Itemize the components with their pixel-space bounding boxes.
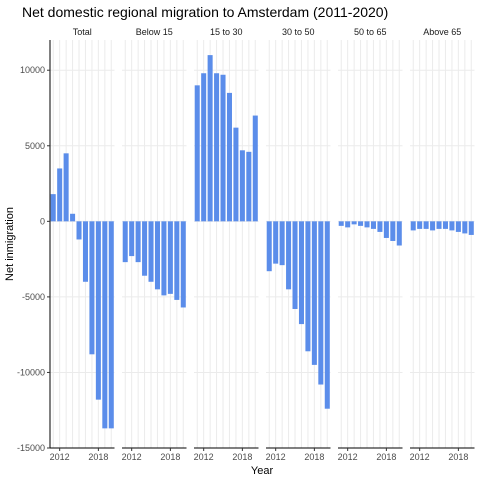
bar <box>201 73 207 222</box>
bar <box>410 221 416 231</box>
bar <box>102 221 108 429</box>
bar <box>220 74 226 222</box>
bar <box>214 73 220 222</box>
facet-panel: Above 65 2012 2018 <box>410 27 475 462</box>
bar <box>142 221 148 276</box>
bar <box>82 221 88 282</box>
bar <box>324 221 330 409</box>
bar <box>266 221 272 272</box>
bar <box>89 221 95 355</box>
bar <box>148 221 154 282</box>
x-tick-label: 2018 <box>160 452 180 462</box>
bar <box>246 151 252 222</box>
bar <box>351 221 357 225</box>
bar <box>449 221 455 231</box>
y-tick-label: 0 <box>40 216 45 226</box>
y-axis: -15000 -10000 -5000 0 5000 10000 <box>17 40 51 453</box>
facet-panel: Below 15 2012 2018 <box>122 27 187 462</box>
bar <box>57 168 63 222</box>
x-tick-label: 2012 <box>410 452 430 462</box>
bar <box>129 221 135 257</box>
bar <box>50 194 56 222</box>
bar <box>417 221 423 229</box>
x-tick-label: 2018 <box>232 452 252 462</box>
y-tick-label: -10000 <box>17 367 45 377</box>
x-axis-title: Year <box>251 465 274 477</box>
bar <box>338 221 344 226</box>
bar <box>154 221 160 290</box>
bar <box>423 221 429 229</box>
facet-panel: Total 2012 2018 <box>50 27 115 462</box>
bar <box>370 221 376 229</box>
bar <box>396 221 402 246</box>
y-tick-label: -15000 <box>17 443 45 453</box>
bar <box>76 221 82 240</box>
bar <box>455 221 461 232</box>
bar <box>135 221 141 263</box>
bar <box>430 221 436 231</box>
bar <box>180 221 186 308</box>
facet-label: 15 to 30 <box>210 27 243 37</box>
bar <box>436 221 442 229</box>
bar <box>194 85 200 222</box>
bar <box>122 221 128 263</box>
bar <box>311 221 317 365</box>
bar <box>207 55 213 222</box>
y-tick-label: -5000 <box>22 292 45 302</box>
x-tick-label: 2012 <box>338 452 358 462</box>
x-tick-label: 2012 <box>50 452 70 462</box>
facet-panel: 30 to 50 2012 2018 <box>266 27 331 462</box>
x-tick-label: 2018 <box>376 452 396 462</box>
bar <box>167 221 173 294</box>
facet-label: 50 to 65 <box>354 27 387 37</box>
bar <box>298 221 304 325</box>
facet-label: Above 65 <box>423 27 461 37</box>
bar <box>442 221 448 229</box>
bar <box>364 221 370 228</box>
x-tick-label: 2012 <box>194 452 214 462</box>
bar <box>63 153 69 222</box>
chart-title: Net domestic regional migration to Amste… <box>22 4 388 20</box>
bar <box>383 221 389 238</box>
bar <box>273 221 279 264</box>
bar <box>305 221 311 352</box>
bar <box>70 213 76 222</box>
bar <box>345 221 351 228</box>
facet-panels: Total 2012 2018 Below 15 2012 2018 15 to 30 201… <box>50 27 475 462</box>
bar <box>390 221 396 241</box>
facet-panel: 50 to 65 2012 2018 <box>338 27 403 462</box>
y-axis-title: Net inmigration <box>4 207 16 281</box>
bar <box>226 92 232 222</box>
bar <box>252 115 258 222</box>
x-tick-label: 2018 <box>448 452 468 462</box>
bar <box>279 221 285 266</box>
bar <box>95 221 101 400</box>
bar <box>174 221 180 300</box>
bar <box>292 221 298 309</box>
y-tick-label: 10000 <box>20 65 45 75</box>
bar <box>239 150 245 222</box>
x-tick-label: 2012 <box>122 452 142 462</box>
x-tick-label: 2012 <box>266 452 286 462</box>
bar <box>161 221 167 296</box>
y-tick-label: 5000 <box>25 141 45 151</box>
facet-label: Below 15 <box>136 27 173 37</box>
bar <box>318 221 324 385</box>
x-tick-label: 2018 <box>88 452 108 462</box>
bar <box>108 221 114 429</box>
bar <box>233 127 239 222</box>
bar <box>286 221 292 290</box>
x-tick-label: 2018 <box>304 452 324 462</box>
facet-panel: 15 to 30 2012 2018 <box>194 27 259 462</box>
bar <box>462 221 468 234</box>
bar <box>468 221 474 235</box>
bar <box>358 221 364 226</box>
bar <box>377 221 383 232</box>
facet-label: 30 to 50 <box>282 27 315 37</box>
facet-label: Total <box>73 27 92 37</box>
